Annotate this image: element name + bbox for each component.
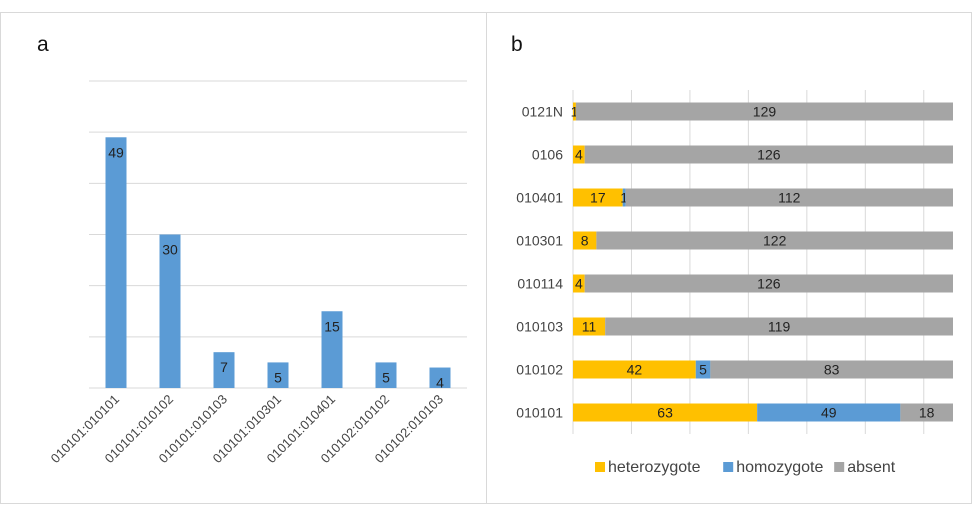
data-label: 42 [627,362,643,378]
data-label: 1 [571,104,579,120]
y-tick-label: 010102 [516,362,563,378]
bar [159,234,181,388]
genotype-combination-bar-chart: 49010101:01010130010101:0101027010101:01… [48,80,467,466]
bar-segment [573,188,623,207]
data-label: 18 [919,405,935,421]
bar-segment [573,145,585,164]
data-label: 30 [162,242,178,258]
data-label: 49 [108,144,124,160]
bar-segment [584,274,953,293]
data-label: 5 [274,369,282,385]
data-label: 5 [382,369,390,385]
bar-segment [710,360,953,379]
bar-segment [900,403,953,422]
bar-segment [575,102,953,121]
y-tick-label: 010103 [516,319,563,335]
bar [375,362,397,388]
data-label: 63 [657,405,673,421]
data-label: 1 [620,190,628,206]
bar-segment [625,188,953,207]
legend-swatch [595,462,605,472]
data-label: 112 [778,190,801,206]
bar-segment [695,360,711,379]
data-label: 119 [768,319,791,335]
legend-swatch [834,462,845,472]
y-tick-label: 010101 [516,405,563,421]
legend-swatch [723,462,734,472]
data-label: 122 [763,233,787,249]
bar-segment [757,403,901,422]
y-tick-label: 010114 [517,276,563,292]
allele-stacked-bar-chart: 0121N 1 129 0106 4 126 010401 17 1 112 010301 8 122 0… [516,90,953,476]
data-label: 8 [581,233,589,249]
bar-segment [573,403,758,422]
data-label: 83 [824,362,840,378]
bar-segment [584,145,953,164]
legend-label: heterozygote [608,459,701,476]
data-label: 5 [699,362,707,378]
data-label: 4 [575,276,583,292]
bar-segment [573,360,696,379]
legend-label: absent [847,459,896,476]
bar-segment [573,274,585,293]
bar-segment [573,231,597,250]
bar [213,352,235,388]
bar [267,362,289,388]
bar-segment [605,317,953,336]
panel-b: b 0121N 1 129 0106 4 126 010401 17 1 112 010301 8 12… [486,12,972,504]
data-label: 129 [753,104,777,120]
data-label: 4 [436,375,444,391]
panel-a: a 49 010101:010101 30 010101:010102 7 010101:… [0,12,486,504]
data-label: 7 [220,359,228,375]
data-label: 17 [590,190,606,206]
data-label: 11 [582,319,597,335]
data-label: 4 [575,147,583,163]
y-tick-label: 010401 [516,190,563,206]
bar-segment [573,317,606,336]
y-tick-label: 0121N [522,104,563,120]
data-label: 126 [757,276,781,292]
y-tick-label: 0106 [532,147,563,163]
y-tick-label: 010301 [516,233,563,249]
data-label: 126 [757,147,781,163]
bar [321,311,343,388]
data-label: 49 [821,405,837,421]
bar [429,367,451,388]
data-label: 15 [324,318,340,334]
panel-a-label: a [37,33,49,56]
bar-segment [622,188,626,207]
legend-label: homozygote [736,459,823,476]
panel-b-label: b [511,33,523,56]
bar-segment [596,231,953,250]
bar [105,137,127,388]
bar-segment [573,102,576,121]
